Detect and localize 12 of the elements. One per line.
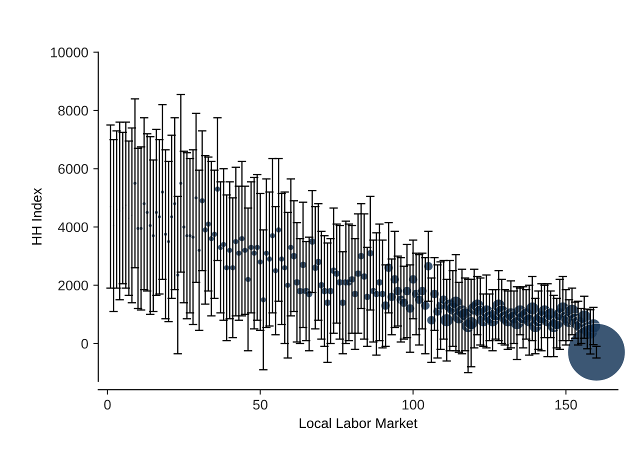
x-axis-title: Local Labor Market (300, 418, 418, 428)
y-tick-label: 2000 (58, 280, 88, 290)
y-tick-label: 0 (81, 338, 88, 349)
y-tick-label: 8000 (58, 106, 88, 116)
x-tick-label: 150 (555, 400, 577, 410)
x-tick-label: 0 (104, 400, 111, 410)
x-tick-label: 100 (402, 400, 424, 410)
y-tick-label: 10000 (51, 48, 88, 58)
y-tick-label: 4000 (58, 222, 88, 232)
y-axis-title: HH Index (31, 188, 42, 245)
y-tick-label: 6000 (58, 164, 88, 174)
x-tick-label: 50 (253, 400, 268, 410)
